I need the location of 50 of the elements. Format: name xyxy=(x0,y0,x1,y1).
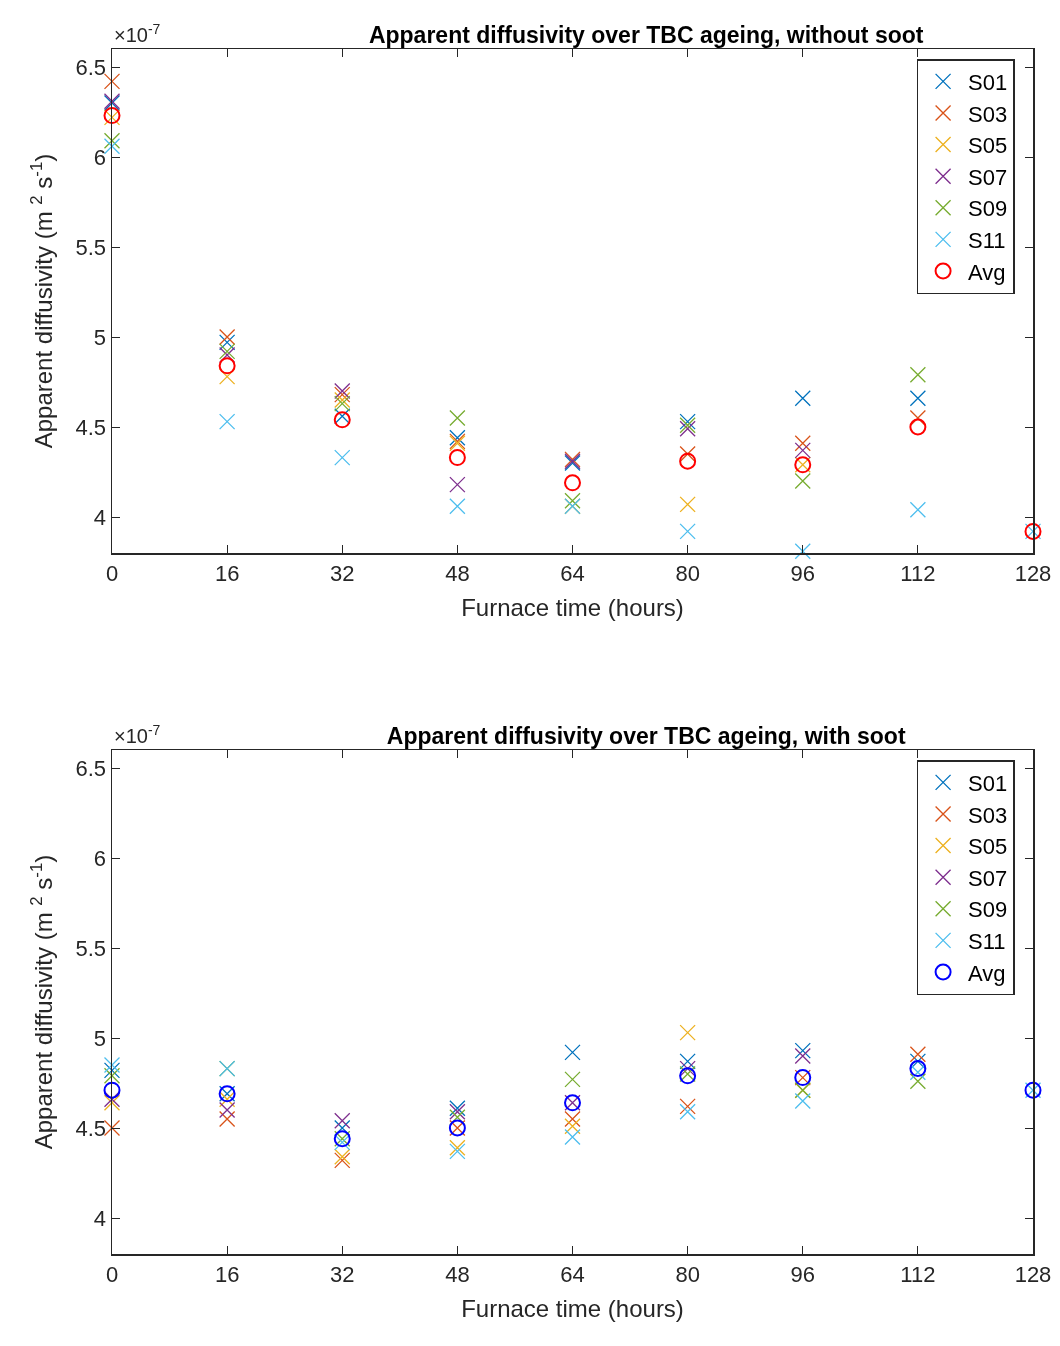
legend-label: S05 xyxy=(968,834,1008,860)
x-tick-label: 16 xyxy=(214,1261,240,1287)
legend-label: S09 xyxy=(968,196,1008,222)
y-tick-label: 5 xyxy=(93,324,107,350)
y-tick-label: 5.5 xyxy=(75,935,107,961)
y-tick-label: 6 xyxy=(93,144,107,170)
x-axis-title: Furnace time (hours) xyxy=(461,593,684,621)
x-tick-label: 48 xyxy=(445,560,470,586)
y-tick-label: 4.5 xyxy=(75,414,107,440)
legend-label: S11 xyxy=(968,928,1006,954)
x-axis-title: Furnace time (hours) xyxy=(461,1294,684,1322)
y-tick-label: 5.5 xyxy=(75,234,107,260)
legend-label: Avg xyxy=(968,259,1006,285)
x-tick-label: 80 xyxy=(675,1261,700,1287)
chart-title: Apparent diffusivity over TBC ageing, without soot xyxy=(368,22,924,48)
x-tick-label: 0 xyxy=(105,560,119,586)
y-tick-label: 4.5 xyxy=(75,1115,107,1141)
x-tick-label: 128 xyxy=(1014,560,1052,586)
legend-label: S03 xyxy=(968,101,1008,127)
x-tick-label: 64 xyxy=(560,1261,585,1287)
x-tick-label: 112 xyxy=(900,560,936,586)
y-tick-label: 6.5 xyxy=(75,54,107,80)
text: ×10$^{-7}$ xyxy=(114,21,161,47)
x-tick-label: 32 xyxy=(330,1261,355,1287)
x-tick-label: 16 xyxy=(214,560,240,586)
x-tick-label: 112 xyxy=(900,1261,936,1287)
x-tick-label: 80 xyxy=(675,560,700,586)
x-tick-label: 32 xyxy=(330,560,355,586)
y-tick-label: 4 xyxy=(93,504,107,530)
x-tick-label: 96 xyxy=(790,1261,815,1287)
legend-label: S07 xyxy=(968,164,1008,190)
y-tick-label: 6 xyxy=(93,845,107,871)
legend-label: S09 xyxy=(968,897,1008,923)
legend-label: S11 xyxy=(968,227,1006,253)
y-tick-label: 4 xyxy=(93,1205,107,1231)
x-tick-label: 128 xyxy=(1014,1261,1052,1287)
legend-label: S01 xyxy=(968,69,1008,95)
legend-label: Avg xyxy=(968,960,1006,986)
y-tick-label: 6.5 xyxy=(75,755,107,781)
y-tick-label: 5 xyxy=(93,1025,107,1051)
x-tick-label: 64 xyxy=(560,560,585,586)
x-tick-label: 0 xyxy=(105,1261,119,1287)
text: ×10$^{-7}$ xyxy=(114,722,161,748)
legend-label: S07 xyxy=(968,865,1008,891)
legend-label: S01 xyxy=(968,770,1008,796)
x-tick-label: 48 xyxy=(445,1261,470,1287)
legend-label: S03 xyxy=(968,802,1008,828)
chart-title: Apparent diffusivity over TBC ageing, with soot xyxy=(386,723,906,749)
x-tick-label: 96 xyxy=(790,560,815,586)
legend-label: S05 xyxy=(968,133,1008,159)
